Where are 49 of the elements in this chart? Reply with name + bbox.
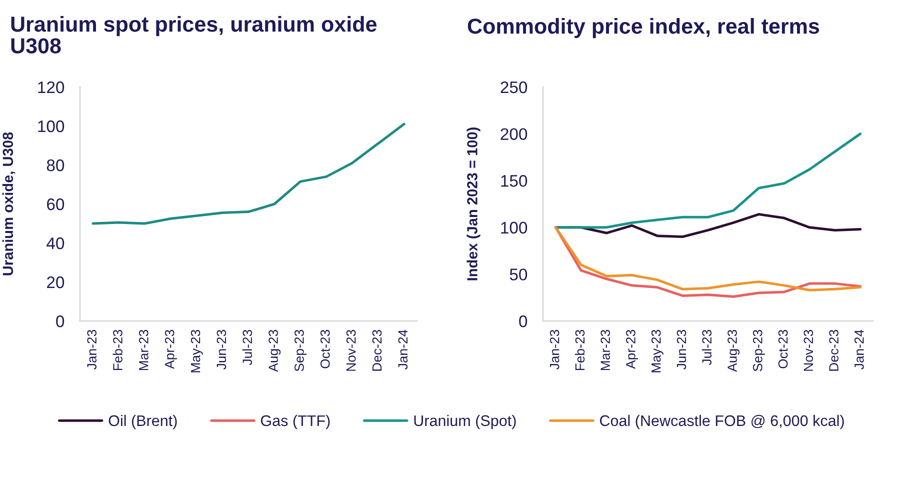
x-tick-label: Oct-23: [778, 330, 788, 368]
x-tick-label: May-23: [651, 330, 664, 372]
y-tick-label: 60: [47, 198, 64, 210]
x-tick-label: Jan-24: [398, 330, 408, 370]
x-tick-label: Nov-23: [346, 330, 356, 371]
y-tick-label: 80: [46, 159, 64, 172]
x-tick-label: Nov-23: [804, 330, 814, 371]
x-tick-label: Jun-23: [216, 330, 226, 370]
chart-title: Uranium spot prices, uranium oxide U308: [11, 16, 377, 54]
y-tick-label: 20: [47, 276, 64, 288]
x-tick-label: Dec-23: [372, 330, 382, 371]
x-tick-label: Feb-23: [112, 330, 122, 370]
y-tick-label: 0: [56, 315, 64, 328]
y-tick-label: 100: [501, 222, 528, 234]
legend-label: Coal (Newcastle FOB @ 6,000 kcal): [600, 414, 844, 430]
x-tick-label: Apr-23: [626, 330, 638, 369]
legend-label: Oil (Brent): [108, 414, 177, 430]
y-tick-label: 120: [38, 81, 64, 94]
x-tick-label: Jul-23: [702, 330, 712, 366]
y-axis-title: Index (Jan 2023 = 100): [466, 128, 480, 280]
y-axis-title: Uranium oxide, U308: [2, 132, 16, 276]
x-tick-label: Apr-23: [164, 330, 177, 369]
y-tick-label: 0: [519, 315, 528, 328]
x-tick-label: Aug-23: [268, 330, 281, 372]
y-tick-label: 100: [38, 120, 64, 132]
legend-label: Uranium (Spot): [414, 414, 516, 430]
x-tick-label: Jan-24: [854, 330, 864, 370]
x-tick-label: Jul-23: [242, 330, 252, 366]
x-tick-label: Jan-23: [550, 330, 560, 370]
y-tick-label: 50: [510, 268, 528, 280]
y-tick-label: 200: [500, 128, 528, 140]
line-series: [554, 132, 862, 229]
x-tick-label: Sep-23: [294, 330, 306, 372]
x-tick-label: Aug-23: [728, 330, 740, 372]
x-tick-label: Jun-23: [676, 330, 686, 370]
x-tick-label: Jan-23: [87, 330, 97, 370]
y-tick-label: 150: [501, 175, 528, 187]
x-tick-label: May-23: [190, 330, 203, 372]
x-tick-label: Oct-23: [320, 330, 330, 368]
x-tick-label: Mar-23: [600, 330, 610, 370]
y-tick-label: 40: [46, 237, 64, 250]
x-tick-label: Dec-23: [829, 330, 838, 371]
line-series: [92, 122, 406, 225]
x-tick-label: Mar-23: [139, 330, 148, 370]
x-tick-label: Feb-23: [574, 330, 585, 370]
chart-title: Commodity price index, real terms: [468, 18, 820, 38]
legend-label: Gas (TTF): [260, 414, 330, 430]
x-tick-label: Sep-23: [752, 330, 765, 372]
y-tick-label: 250: [500, 81, 528, 94]
